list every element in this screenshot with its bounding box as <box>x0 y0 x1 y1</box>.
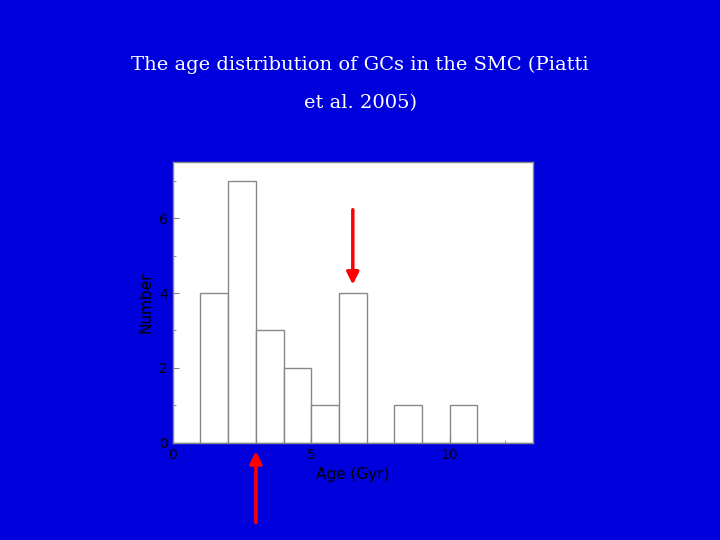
Bar <box>256 330 284 443</box>
Bar <box>228 181 256 443</box>
Bar <box>450 406 477 443</box>
Text: The age distribution of GCs in the SMC (Piatti: The age distribution of GCs in the SMC (… <box>131 56 589 74</box>
Bar <box>395 406 422 443</box>
Text: et al. 2005): et al. 2005) <box>304 93 416 112</box>
Bar <box>311 406 339 443</box>
Bar <box>284 368 311 443</box>
Bar <box>339 293 366 443</box>
Bar <box>200 293 228 443</box>
X-axis label: Age (Gyr): Age (Gyr) <box>316 467 390 482</box>
Y-axis label: Number: Number <box>138 272 153 333</box>
